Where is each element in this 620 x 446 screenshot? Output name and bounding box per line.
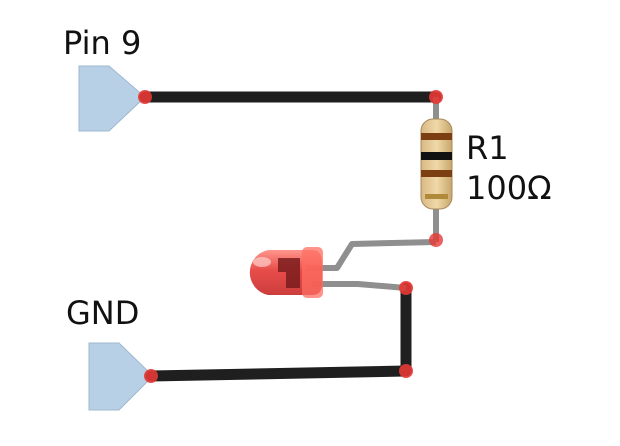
resistor-band-1 — [421, 133, 452, 140]
resistor-value-label: 100Ω — [466, 169, 552, 207]
led — [249, 247, 323, 298]
resistor-band-3 — [421, 170, 452, 177]
wire-gnd-horizontal — [145, 365, 412, 382]
gnd-connector — [88, 342, 154, 411]
joint-pin9 — [138, 90, 152, 104]
resistor-r1 — [420, 118, 453, 210]
led-cathode-lead — [312, 281, 407, 291]
joint-resistor-top — [429, 90, 443, 104]
led-anode-lead — [306, 239, 437, 271]
resistor-band-4 — [425, 194, 448, 199]
resistor-band-2 — [421, 152, 452, 160]
resistor-name-label: R1 — [466, 129, 509, 167]
pin9-connector — [78, 65, 146, 132]
led-die — [278, 258, 300, 288]
joint-resistor-bottom — [429, 233, 443, 247]
joint-corner — [399, 364, 413, 378]
pin9-label: Pin 9 — [63, 24, 142, 62]
joint-led-cathode — [399, 281, 413, 295]
gnd-label: GND — [66, 294, 140, 332]
joint-gnd — [144, 369, 158, 383]
